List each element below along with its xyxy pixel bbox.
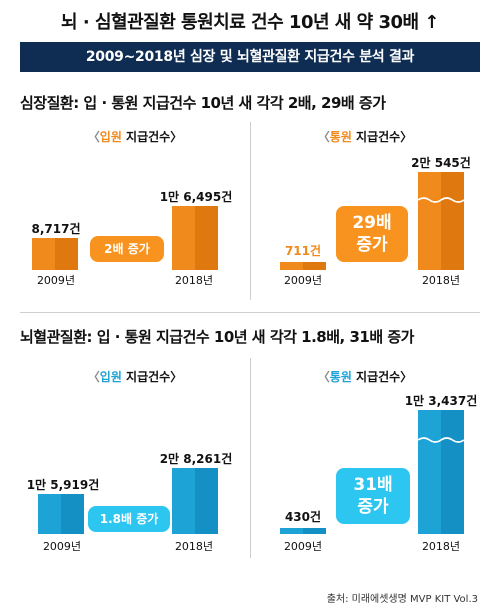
brain-outpatient-year-2009: 2009년 [283, 540, 323, 553]
heart-inpatient-panel: 〈입원 지급건수〉 8,717건 1만 6,495건 2009년 2018년 2… [20, 120, 250, 300]
brain-inpatient-year-2018: 2018년 [174, 540, 214, 553]
brain-outpatient-value-2018: 1만 3,437건 [404, 394, 478, 408]
source-note: 출처: 미래에셋생명 MVP KIT Vol.3 [326, 594, 478, 605]
bracket-open: 〈 [317, 370, 330, 384]
heart-outpatient-growth-badge: 29배 증가 [336, 206, 408, 262]
heart-section-title: 심장질환: 입 · 통원 지급건수 10년 새 각각 2배, 29배 증가 [20, 94, 386, 112]
heart-inpatient-bar-2018 [172, 206, 218, 270]
brain-outpatient-year-2018: 2018년 [421, 540, 461, 553]
brain-outpatient-panel: 〈통원 지급건수〉 430건 1만 3,437건 2009년 2018년 31배… [250, 358, 480, 558]
heart-inpatient-value-2018: 1만 6,495건 [159, 190, 233, 204]
brain-inpatient-value-2009: 1만 5,919건 [26, 478, 100, 492]
brain-section-title: 뇌혈관질환: 입 · 통원 지급건수 10년 새 각각 1.8배, 31배 증가 [20, 328, 414, 346]
label-rest: 지급건수〉 [351, 370, 413, 384]
heart-inpatient-label: 〈입원 지급건수〉 [20, 128, 250, 145]
growth-text-line1: 31배 [353, 475, 393, 495]
brain-outpatient-growth-badge: 31배 증가 [336, 468, 410, 524]
growth-text: 1.8배 증가 [99, 512, 159, 526]
heart-outpatient-bar-2018 [418, 172, 464, 270]
analysis-banner: 2009~2018년 심장 및 뇌혈관질환 지급건수 분석 결과 [20, 42, 480, 72]
bracket-open: 〈 [317, 130, 330, 144]
heart-inpatient-growth-badge: 2배 증가 [90, 236, 164, 262]
heart-divider [250, 122, 251, 300]
growth-text-line2: 증가 [357, 497, 389, 517]
axis-break-icon [418, 437, 464, 443]
infographic-title: 뇌 · 심혈관질환 통원치료 건수 10년 새 약 30배 ↑ [61, 12, 439, 33]
bracket-open: 〈 [87, 130, 100, 144]
brain-inpatient-value-2018: 2만 8,261건 [159, 452, 233, 466]
heart-inpatient-bar-2009 [32, 238, 78, 270]
heart-inpatient-year-2018: 2018년 [174, 274, 214, 287]
brain-inpatient-year-2009: 2009년 [42, 540, 82, 553]
heart-outpatient-year-2009: 2009년 [283, 274, 323, 287]
label-rest: 지급건수〉 [121, 370, 183, 384]
brain-inpatient-panel: 〈입원 지급건수〉 1만 5,919건 2만 8,261건 2009년 2018… [20, 358, 250, 558]
brain-outpatient-value-2009: 430건 [284, 510, 322, 524]
label-rest: 지급건수〉 [351, 130, 413, 144]
label-rest: 지급건수〉 [121, 130, 183, 144]
heart-outpatient-panel: 〈통원 지급건수〉 711건 2만 545건 2009년 2018년 29배 증… [250, 120, 480, 300]
bracket-open: 〈 [87, 370, 100, 384]
heart-outpatient-bar-2009 [280, 262, 326, 270]
axis-break-icon [418, 197, 464, 203]
brain-outpatient-bar-2009 [280, 528, 326, 534]
brain-inpatient-bar-2009 [38, 494, 84, 534]
section-divider [20, 312, 480, 313]
brain-inpatient-bar-2018 [172, 468, 218, 534]
label-highlight: 입원 [99, 370, 122, 384]
heart-outpatient-value-2018: 2만 545건 [411, 156, 471, 170]
label-highlight: 통원 [329, 370, 352, 384]
brain-outpatient-label: 〈통원 지급건수〉 [250, 368, 480, 385]
label-highlight: 통원 [329, 130, 352, 144]
brain-divider [250, 358, 251, 558]
growth-text: 2배 증가 [104, 242, 150, 256]
heart-inpatient-value-2009: 8,717건 [31, 222, 81, 236]
growth-text-line2: 증가 [356, 235, 388, 255]
label-highlight: 입원 [99, 130, 122, 144]
brain-inpatient-label: 〈입원 지급건수〉 [20, 368, 250, 385]
heart-inpatient-year-2009: 2009년 [36, 274, 76, 287]
growth-text-line1: 29배 [352, 213, 392, 233]
heart-outpatient-year-2018: 2018년 [421, 274, 461, 287]
brain-inpatient-growth-badge: 1.8배 증가 [88, 506, 170, 532]
heart-outpatient-value-2009: 711건 [284, 244, 322, 258]
brain-outpatient-bar-2018 [418, 410, 464, 534]
heart-outpatient-label: 〈통원 지급건수〉 [250, 128, 480, 145]
